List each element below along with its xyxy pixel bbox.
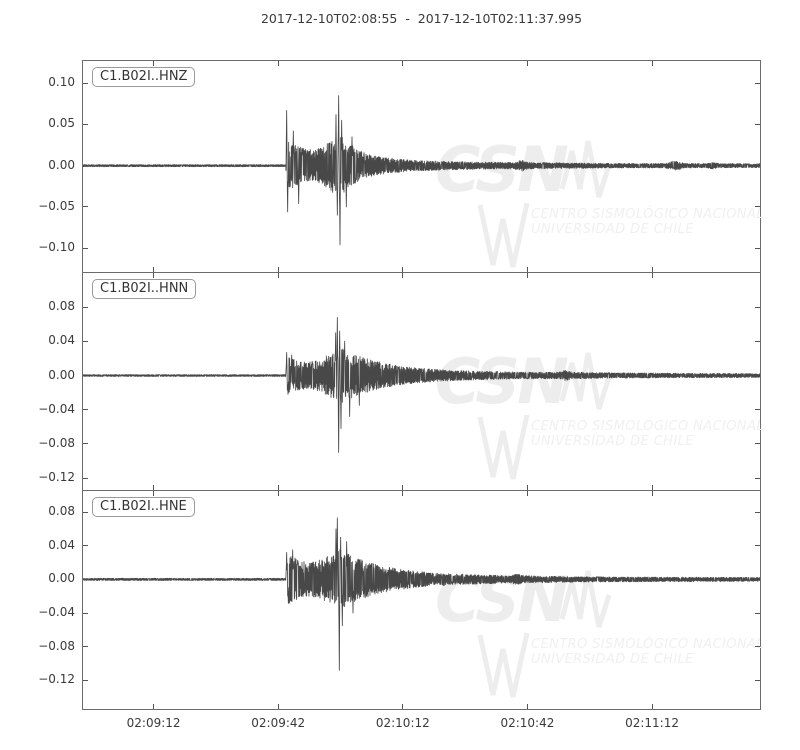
- y-tick-mark-left: [83, 545, 88, 547]
- x-tick-label: 02:10:12: [375, 716, 430, 730]
- y-tick-label: 0.08: [48, 504, 75, 519]
- y-tick-mark-left: [83, 82, 88, 84]
- waveform-panel-hne: CSN CENTRO SISMOLÓGICO NACIONAL UNIVERSI…: [38, 490, 764, 730]
- y-tick-label: 0.00: [48, 571, 75, 586]
- y-tick-mark-left: [83, 646, 88, 648]
- x-tick-mark-top: [651, 491, 653, 496]
- x-tick-mark-bottom: [153, 704, 155, 709]
- channel-label-hnz: C1.B02I..HNZ: [92, 67, 196, 87]
- x-tick-mark-bottom: [153, 267, 155, 272]
- y-tick-mark-right: [755, 477, 760, 479]
- waveform-panel-hnn: CSN CENTRO SISMOLÓGICO NACIONAL UNIVERSI…: [38, 272, 764, 491]
- y-tick-label: 0.00: [48, 367, 75, 382]
- x-tick-label: 02:09:12: [126, 716, 181, 730]
- x-tick-mark-top: [277, 61, 279, 66]
- x-tick-mark-top: [526, 61, 528, 66]
- x-tick-mark-top: [402, 273, 404, 278]
- x-tick-mark-top: [153, 491, 155, 496]
- x-tick-mark-bottom: [526, 704, 528, 709]
- y-tick-mark-left: [83, 206, 88, 208]
- y-tick-mark-left: [83, 443, 88, 445]
- y-tick-label: 0.10: [48, 75, 75, 90]
- x-tick-label: 02:11:12: [625, 716, 679, 730]
- y-tick-mark-right: [755, 646, 760, 648]
- y-tick-label: 0.08: [48, 299, 75, 314]
- y-tick-mark-right: [755, 206, 760, 208]
- x-tick-mark-top: [402, 61, 404, 66]
- y-tick-label: −0.10: [38, 240, 75, 255]
- y-tick-mark-left: [83, 306, 88, 308]
- y-tick-mark-left: [83, 679, 88, 681]
- channel-label-hne: C1.B02I..HNE: [92, 497, 195, 517]
- y-tick-label: −0.04: [38, 605, 75, 620]
- y-tick-label: −0.08: [38, 435, 75, 450]
- y-tick-label: −0.12: [38, 672, 75, 687]
- y-tick-label: 0.04: [48, 333, 75, 348]
- x-tick-mark-top: [651, 273, 653, 278]
- waveform-trace-hnz: [83, 95, 760, 246]
- x-tick-mark-top: [277, 491, 279, 496]
- y-tick-mark-right: [755, 545, 760, 547]
- waveform-panel-hnz: CSN CENTRO SISMOLÓGICO NACIONAL UNIVERSI…: [38, 60, 764, 273]
- x-tick-mark-top: [153, 61, 155, 66]
- plot-area: CSN CENTRO SISMOLÓGICO NACIONAL UNIVERSI…: [38, 60, 764, 730]
- x-tick-label: 02:10:42: [500, 716, 555, 730]
- y-tick-mark-right: [755, 511, 760, 513]
- y-tick-mark-right: [755, 612, 760, 614]
- y-tick-mark-right: [755, 82, 760, 84]
- channel-label-hnn: C1.B02I..HNN: [92, 279, 197, 299]
- y-tick-label: −0.08: [38, 638, 75, 653]
- y-tick-mark-left: [83, 409, 88, 411]
- seismogram-polyline: [83, 317, 760, 453]
- x-tick-mark-bottom: [153, 485, 155, 490]
- y-tick-mark-left: [83, 612, 88, 614]
- seismogram-polyline: [83, 95, 760, 246]
- y-tick-mark-right: [755, 306, 760, 308]
- y-tick-mark-left: [83, 247, 88, 249]
- y-tick-mark-left: [83, 477, 88, 479]
- x-tick-mark-top: [526, 273, 528, 278]
- seismogram-polyline: [83, 517, 760, 671]
- x-tick-mark-top: [153, 273, 155, 278]
- x-tick-mark-top: [277, 273, 279, 278]
- y-tick-label: −0.05: [38, 198, 75, 213]
- y-tick-mark-left: [83, 340, 88, 342]
- x-tick-mark-bottom: [526, 267, 528, 272]
- y-tick-label: −0.04: [38, 401, 75, 416]
- x-tick-mark-bottom: [402, 704, 404, 709]
- y-tick-mark-left: [83, 511, 88, 513]
- y-tick-mark-right: [755, 340, 760, 342]
- y-tick-mark-right: [755, 123, 760, 125]
- x-tick-mark-bottom: [402, 485, 404, 490]
- x-tick-mark-top: [402, 491, 404, 496]
- figure-title: 2017-12-10T02:08:55 - 2017-12-10T02:11:3…: [260, 11, 583, 26]
- y-tick-label: −0.12: [38, 470, 75, 485]
- y-tick-mark-right: [755, 443, 760, 445]
- y-tick-mark-left: [83, 123, 88, 125]
- x-tick-mark-bottom: [402, 267, 404, 272]
- x-tick-mark-bottom: [277, 485, 279, 490]
- x-tick-mark-top: [526, 491, 528, 496]
- y-tick-mark-right: [755, 679, 760, 681]
- x-tick-mark-top: [651, 61, 653, 66]
- y-tick-mark-right: [755, 247, 760, 249]
- x-tick-mark-bottom: [277, 704, 279, 709]
- x-tick-mark-bottom: [651, 267, 653, 272]
- y-tick-label: 0.00: [48, 157, 75, 172]
- x-tick-mark-bottom: [651, 485, 653, 490]
- y-tick-mark-right: [755, 409, 760, 411]
- x-tick-mark-bottom: [651, 704, 653, 709]
- waveform-trace-hnn: [83, 317, 760, 453]
- y-tick-label: 0.04: [48, 537, 75, 552]
- x-tick-mark-bottom: [277, 267, 279, 272]
- x-tick-mark-bottom: [526, 485, 528, 490]
- x-tick-label: 02:09:42: [251, 716, 306, 730]
- waveform-trace-hne: [83, 517, 760, 671]
- y-tick-label: 0.05: [48, 116, 75, 131]
